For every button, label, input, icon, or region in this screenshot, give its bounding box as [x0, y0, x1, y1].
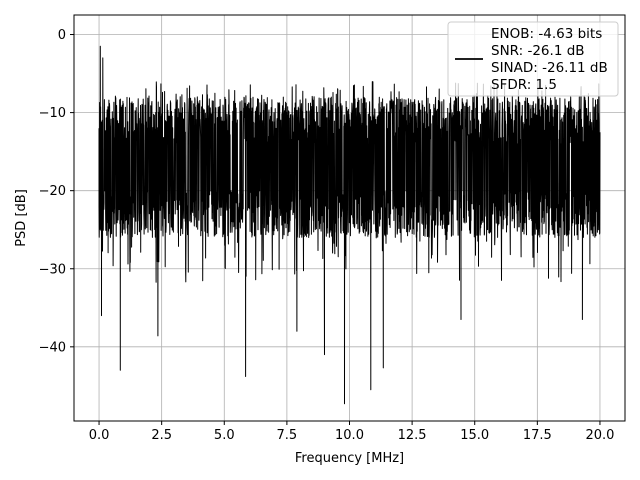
y-tick-label: −10 [39, 106, 66, 121]
x-tick-label: 17.5 [523, 428, 552, 443]
y-tick-label: −40 [39, 340, 66, 355]
legend-box [447, 21, 619, 97]
plot-series [98, 45, 601, 405]
x-tick-label: 5.0 [214, 428, 235, 443]
y-tick-label: 0 [58, 28, 66, 43]
legend-entry-snr: SNR: -26.1 dB [491, 43, 585, 59]
x-tick-label: 15.0 [460, 428, 489, 443]
y-tick-label: −30 [39, 262, 66, 277]
x-tick-label: 7.5 [277, 428, 298, 443]
legend-entry-enob: ENOB: -4.63 bits [491, 26, 602, 42]
x-axis-label: Frequency [MHz] [295, 451, 404, 466]
psd-series-line [98, 45, 601, 405]
x-tick-label: 12.5 [398, 428, 427, 443]
x-tick-label: 2.5 [151, 428, 172, 443]
x-tick-label: 20.0 [585, 428, 614, 443]
legend: ENOB: -4.63 bits SNR: -26.1 dB SINAD: -2… [447, 21, 619, 97]
y-axis-ticks: 0 −10 −20 −30 −40 [39, 28, 74, 355]
x-tick-label: 10.0 [335, 428, 364, 443]
legend-entry-sfdr: SFDR: 1.5 [491, 77, 557, 93]
x-tick-label: 0.0 [89, 428, 110, 443]
y-axis-label: PSD [dB] [14, 189, 29, 247]
legend-entry-sinad: SINAD: -26.11 dB [491, 60, 608, 76]
y-tick-label: −20 [39, 184, 66, 199]
x-axis-ticks: 0.0 2.5 5.0 7.5 10.0 12.5 15.0 17.5 20.0 [89, 421, 614, 443]
